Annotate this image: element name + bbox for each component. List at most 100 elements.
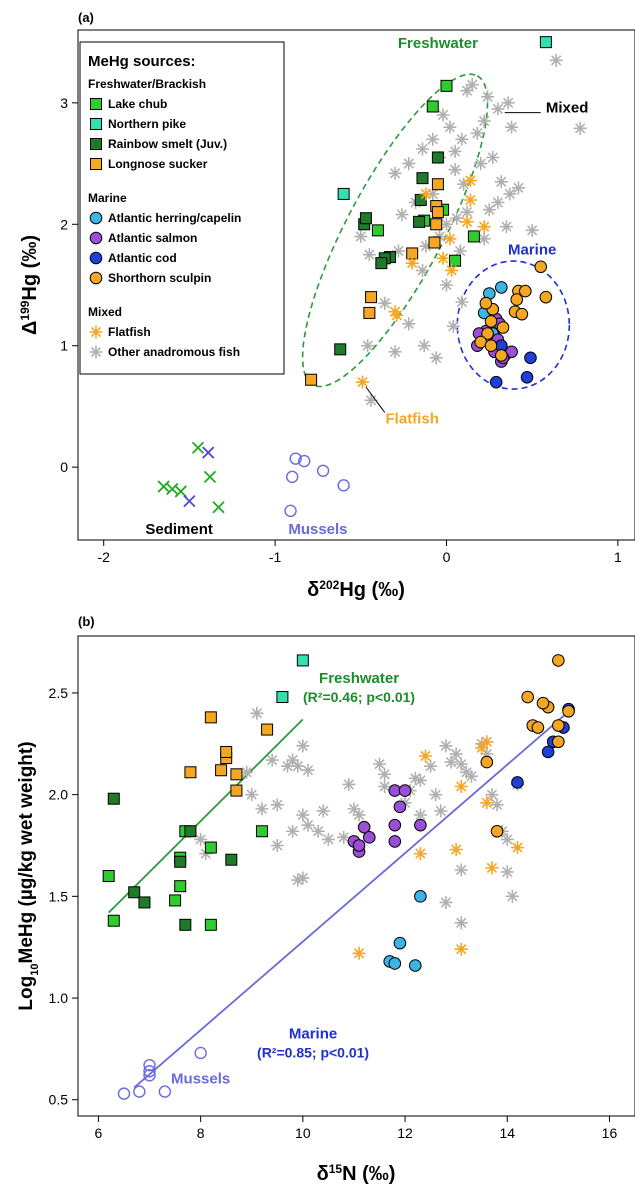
shorthorn-sculpin-point — [484, 315, 498, 328]
other-anadromous-point — [415, 263, 429, 277]
other-anadromous-point — [505, 120, 519, 134]
other-anadromous-point — [465, 78, 479, 92]
shorthorn-sculpin-point — [531, 721, 545, 734]
y-tick-label: 2 — [60, 216, 68, 232]
other-anadromous-point — [395, 208, 409, 222]
other-anadromous-point — [388, 166, 402, 180]
x-tick-label: 14 — [499, 1125, 515, 1141]
annotation-mussels: Mussels — [288, 521, 347, 538]
other-anadromous-point — [446, 319, 460, 333]
longnose-sucker-point — [365, 291, 378, 304]
atlantic-herring-point — [388, 957, 402, 970]
shorthorn-sculpin-point — [552, 654, 565, 667]
flatfish-point — [436, 251, 450, 265]
panel-a: (a) -2 -1 0 1 0 1 2 3 Freshwater Mixed Marine Flat… — [18, 10, 635, 601]
flatfish-point — [445, 263, 459, 277]
other-anadromous-point — [417, 339, 431, 353]
atlantic-salmon-point — [393, 800, 407, 814]
longnose-sucker-point — [305, 373, 318, 386]
other-anadromous-point — [391, 244, 405, 258]
shorthorn-sculpin-point — [552, 735, 565, 749]
longnose-sucker-point — [363, 306, 376, 319]
atlantic-salmon-point — [398, 784, 412, 797]
lake-chub-point — [426, 100, 439, 113]
y-tick-label: 3 — [60, 95, 68, 111]
other-anadromous-point — [511, 181, 525, 195]
shorthorn-sculpin-point — [479, 296, 493, 310]
other-anadromous-point — [426, 187, 440, 201]
other-anadromous-point — [454, 916, 468, 930]
panel-a-y-axis-label: Δ199Hg (‰) — [18, 235, 41, 335]
rainbow-smelt-point — [174, 855, 187, 868]
other-anadromous-point — [448, 163, 462, 177]
rainbow-smelt-point — [138, 896, 151, 909]
other-anadromous-point — [500, 865, 514, 879]
shorthorn-sculpin-point — [480, 755, 494, 769]
shorthorn-sculpin-point — [536, 696, 550, 710]
other-anadromous-point — [352, 808, 366, 822]
other-anadromous-point — [402, 157, 416, 171]
other-anadromous-point — [337, 830, 351, 844]
other-anadromous-point — [419, 239, 433, 253]
sediment-blue-point — [183, 495, 196, 508]
mussels-point — [117, 1087, 131, 1100]
other-anadromous-point — [378, 767, 392, 781]
sediment-green-point — [166, 482, 179, 496]
flatfish-point — [480, 796, 494, 810]
other-anadromous-point — [311, 824, 325, 838]
shorthorn-sculpin-point — [534, 260, 548, 274]
x-tick-label: 0 — [443, 549, 451, 565]
other-anadromous-point — [296, 808, 310, 822]
other-anadromous-point — [486, 151, 500, 164]
longnose-sucker-point — [220, 745, 233, 758]
flatfish-point — [388, 305, 402, 319]
shorthorn-sculpin-point — [562, 704, 575, 718]
y-tick-label: 2.5 — [49, 685, 69, 701]
flatfish-point — [352, 946, 366, 960]
flatfish-point — [510, 841, 524, 855]
atlantic-salmon-point — [388, 835, 402, 848]
x-tick-label: 12 — [397, 1125, 413, 1141]
y-tick-label: 1.5 — [49, 888, 69, 904]
panel-b-fit-lines — [108, 706, 575, 1089]
legend-marker — [90, 138, 102, 150]
sediment-green-point — [212, 501, 225, 514]
panel-b-x-axis-label: δ15N (‰) — [317, 1162, 396, 1185]
other-anadromous-point — [444, 755, 458, 769]
sediment-green-point — [203, 470, 217, 483]
rainbow-smelt-point — [431, 151, 444, 164]
other-anadromous-point — [433, 229, 447, 243]
lake-chub-point — [169, 894, 182, 907]
rainbow-smelt-point — [416, 172, 429, 185]
other-anadromous-point — [470, 126, 484, 140]
longnose-sucker-point — [184, 766, 197, 779]
annotation-sediment: Sediment — [145, 521, 213, 538]
legend-marker — [89, 211, 103, 225]
legend-marker — [90, 98, 102, 110]
northern-pike-point — [276, 691, 289, 704]
marine-ellipse — [456, 260, 571, 390]
flatfish-point — [418, 749, 432, 763]
other-anadromous-point — [240, 765, 254, 779]
other-anadromous-point — [296, 871, 310, 885]
other-anadromous-point — [321, 832, 335, 846]
panel-a-x-axis-label: δ202Hg (‰) — [307, 578, 405, 601]
legend-item-label: Atlantic salmon — [108, 231, 197, 245]
other-anadromous-point — [296, 739, 310, 753]
panel-a-ticks: -2 -1 0 1 0 1 2 3 — [60, 95, 622, 565]
other-anadromous-point — [482, 203, 496, 217]
other-anadromous-point — [494, 175, 508, 189]
northern-pike-point — [539, 36, 552, 49]
other-anadromous-point — [503, 187, 517, 201]
rainbow-smelt-point — [225, 853, 238, 866]
other-anadromous-point — [477, 114, 491, 128]
flatfish-point — [480, 735, 494, 749]
lake-chub-point — [204, 841, 217, 854]
northern-pike-point — [337, 187, 350, 200]
flatfish-point — [477, 220, 491, 234]
other-anadromous-point — [455, 295, 469, 309]
other-anadromous-point — [413, 773, 427, 787]
other-anadromous-point — [265, 753, 279, 767]
shorthorn-sculpin-point — [495, 349, 508, 362]
